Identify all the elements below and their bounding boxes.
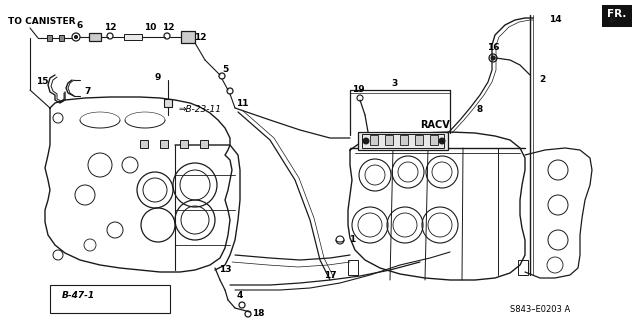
Bar xyxy=(385,135,393,145)
Bar xyxy=(348,260,358,275)
Bar xyxy=(59,35,64,41)
Text: 6: 6 xyxy=(77,21,83,31)
Bar xyxy=(181,31,195,43)
Text: 14: 14 xyxy=(548,16,561,25)
Bar xyxy=(358,132,448,150)
Text: 2: 2 xyxy=(539,76,545,85)
Text: 1: 1 xyxy=(349,235,355,244)
Text: 4: 4 xyxy=(237,291,243,300)
Text: 11: 11 xyxy=(236,99,248,108)
Bar xyxy=(362,134,444,148)
Text: ⇒B-23-11: ⇒B-23-11 xyxy=(178,106,221,115)
Bar xyxy=(180,140,188,148)
Text: 9: 9 xyxy=(155,72,161,81)
Bar xyxy=(47,35,52,41)
Text: B-47-1: B-47-1 xyxy=(62,291,95,300)
Text: 12: 12 xyxy=(194,33,206,42)
Bar xyxy=(50,285,170,313)
Text: 5: 5 xyxy=(222,65,228,75)
Text: TO CANISTER: TO CANISTER xyxy=(8,18,76,26)
Text: 18: 18 xyxy=(252,309,264,318)
Text: 15: 15 xyxy=(36,78,48,86)
Bar xyxy=(89,33,101,41)
Bar xyxy=(164,99,172,107)
Text: 10: 10 xyxy=(144,23,156,32)
Text: 19: 19 xyxy=(352,85,364,94)
Text: 8: 8 xyxy=(477,106,483,115)
FancyBboxPatch shape xyxy=(602,5,632,27)
Circle shape xyxy=(491,56,495,60)
Bar xyxy=(415,135,423,145)
Bar xyxy=(400,135,408,145)
Text: 7: 7 xyxy=(85,87,91,97)
Bar xyxy=(200,140,208,148)
Text: RACV: RACV xyxy=(420,120,450,130)
Text: 17: 17 xyxy=(324,271,336,280)
Bar xyxy=(518,260,528,275)
Bar xyxy=(140,140,148,148)
Circle shape xyxy=(439,138,445,144)
Bar xyxy=(124,34,142,40)
Circle shape xyxy=(74,35,77,39)
Bar xyxy=(370,135,378,145)
Text: 3: 3 xyxy=(392,78,398,87)
Text: 16: 16 xyxy=(487,43,499,53)
Bar xyxy=(160,140,168,148)
Text: 12: 12 xyxy=(162,23,174,32)
Bar xyxy=(430,135,438,145)
Text: 12: 12 xyxy=(104,23,116,32)
Text: S843–E0203 A: S843–E0203 A xyxy=(510,306,570,315)
Text: 13: 13 xyxy=(219,265,231,275)
Circle shape xyxy=(363,138,369,144)
Text: FR.: FR. xyxy=(607,9,627,19)
